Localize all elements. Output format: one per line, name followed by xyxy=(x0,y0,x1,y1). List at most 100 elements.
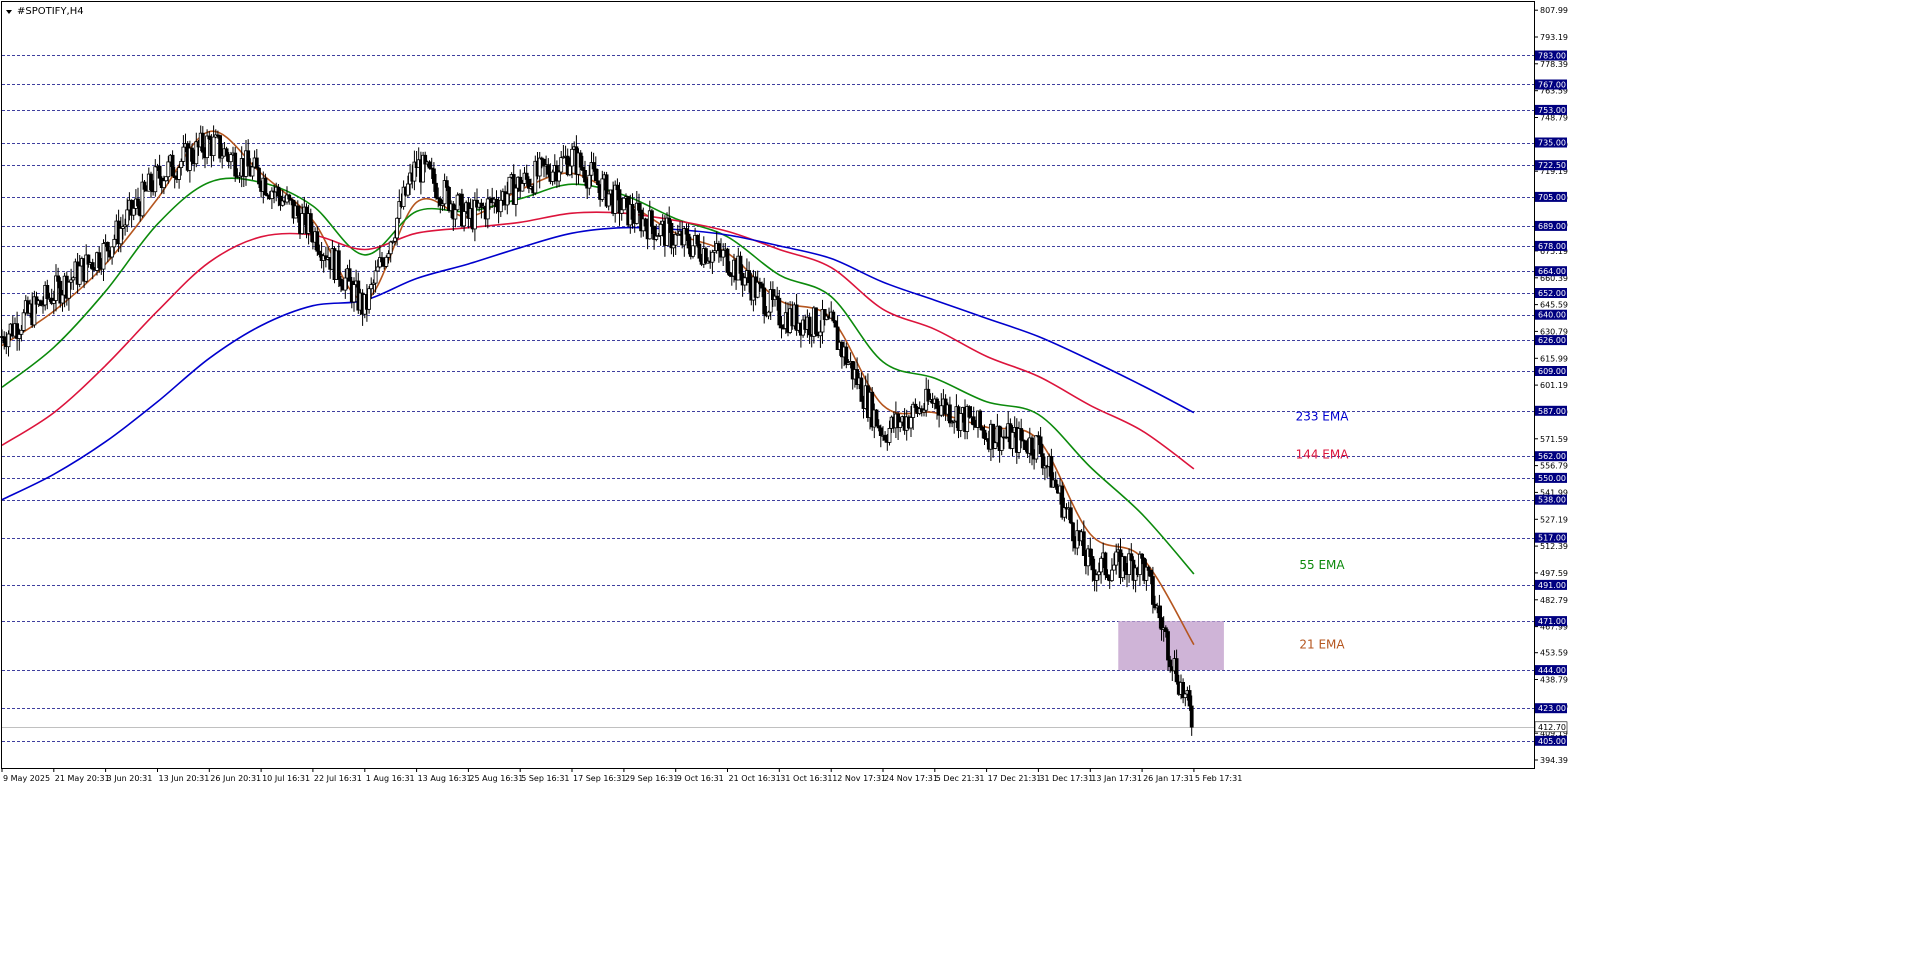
candle-bear xyxy=(1174,658,1179,683)
ema-line-233-ema xyxy=(1,226,1195,501)
candle-bull xyxy=(550,171,555,182)
y-tick-label: 793.19 xyxy=(1540,33,1568,42)
candle-bull xyxy=(755,281,760,298)
candle-bull xyxy=(1034,435,1039,460)
candle-bear xyxy=(591,162,596,170)
level-label: 664.00 xyxy=(1538,267,1566,276)
candle-bull xyxy=(665,217,669,246)
level-label-box xyxy=(1535,405,1567,416)
candle-bear xyxy=(56,275,60,282)
candle-bear xyxy=(967,406,972,418)
candle-bear xyxy=(1105,574,1110,579)
candle-bull xyxy=(568,165,572,176)
level-label-box xyxy=(1535,703,1567,714)
label-21-ema: 21 EMA xyxy=(1299,638,1345,652)
candle-bull xyxy=(352,284,356,303)
candle-bull xyxy=(140,181,145,217)
candle-bear xyxy=(684,228,689,235)
candle-bear xyxy=(878,427,883,436)
candle-bull xyxy=(269,190,274,200)
candle-bull xyxy=(220,155,225,159)
candle-bear xyxy=(479,202,484,208)
candle-bear xyxy=(667,217,672,224)
candle-bear xyxy=(224,148,229,156)
candle-bear xyxy=(978,410,982,428)
candle-bull xyxy=(922,409,926,413)
level-label: 652.00 xyxy=(1538,289,1566,298)
candle-bull xyxy=(343,277,348,291)
candle-bull xyxy=(384,256,389,267)
candle-bear xyxy=(1071,522,1075,542)
level-label-box xyxy=(1535,309,1567,320)
candle-bear xyxy=(1088,548,1093,558)
level-label-box xyxy=(1535,288,1567,298)
level-label-box xyxy=(1535,104,1567,115)
candle-bull xyxy=(712,250,717,253)
candle-bear xyxy=(870,391,875,428)
candle-bear xyxy=(643,218,648,227)
candle-bull xyxy=(17,333,22,339)
candle-bull xyxy=(1112,564,1116,571)
candle-bear xyxy=(380,257,384,263)
candle-bear xyxy=(295,205,300,216)
candle-bear xyxy=(637,202,641,211)
candle-bear xyxy=(615,184,620,191)
candle-bull xyxy=(520,183,525,192)
candle-bull xyxy=(84,254,89,282)
candle-bear xyxy=(926,388,931,402)
candle-bull xyxy=(613,184,618,214)
candle-bull xyxy=(498,199,503,213)
candle-bull xyxy=(237,175,242,178)
candle-bull xyxy=(1114,551,1119,566)
candle-bear xyxy=(775,295,780,299)
candle-bull xyxy=(442,180,447,205)
candle-bear xyxy=(1049,455,1054,488)
candle-bull xyxy=(161,180,166,189)
candle-bear xyxy=(246,150,251,167)
level-label: 471.00 xyxy=(1538,617,1566,626)
candle-bear xyxy=(276,186,281,197)
candle-bull xyxy=(606,193,611,207)
candle-bull xyxy=(818,331,823,337)
candle-bull xyxy=(634,202,639,224)
x-tick-label: 17 Sep 16:31 xyxy=(573,774,626,783)
level-label: 689.00 xyxy=(1538,222,1566,231)
candle-bear xyxy=(855,369,859,386)
triangle-down-icon[interactable] xyxy=(6,10,12,14)
candle-bear xyxy=(1019,428,1024,441)
candle-bear xyxy=(695,234,700,245)
candle-bear xyxy=(935,398,939,409)
x-tick-label: 12 Nov 17:31 xyxy=(832,774,886,783)
candle-bull xyxy=(228,154,233,163)
candle-bull xyxy=(1099,557,1103,573)
candle-bear xyxy=(157,165,162,179)
candle-bear xyxy=(1060,485,1065,518)
candle-bull xyxy=(371,282,376,285)
candle-bear xyxy=(807,316,812,336)
candle-bull xyxy=(123,224,127,228)
y-tick-label: 601.19 xyxy=(1540,381,1568,390)
candle-bull xyxy=(369,284,374,290)
candle-bull xyxy=(71,277,76,281)
candle-bull xyxy=(1144,566,1149,581)
x-tick-label: 13 Aug 16:31 xyxy=(418,774,472,783)
candle-bull xyxy=(19,329,24,335)
candle-bear xyxy=(431,168,436,184)
candle-bear xyxy=(835,326,840,351)
candle-bull xyxy=(375,266,380,272)
x-tick-label: 5 Feb 17:31 xyxy=(1195,774,1242,783)
level-label: 609.00 xyxy=(1538,367,1566,376)
candle-bear xyxy=(459,193,464,227)
level-label: 783.00 xyxy=(1538,52,1566,61)
candle-bear xyxy=(58,280,63,304)
y-tick-label: 482.79 xyxy=(1540,596,1568,605)
candle-bear xyxy=(542,158,546,167)
y-tick-label: 645.59 xyxy=(1540,301,1568,310)
candle-bear xyxy=(991,423,995,449)
candle-bull xyxy=(1183,693,1188,698)
candle-bull xyxy=(393,237,397,242)
candle-bull xyxy=(77,265,82,285)
